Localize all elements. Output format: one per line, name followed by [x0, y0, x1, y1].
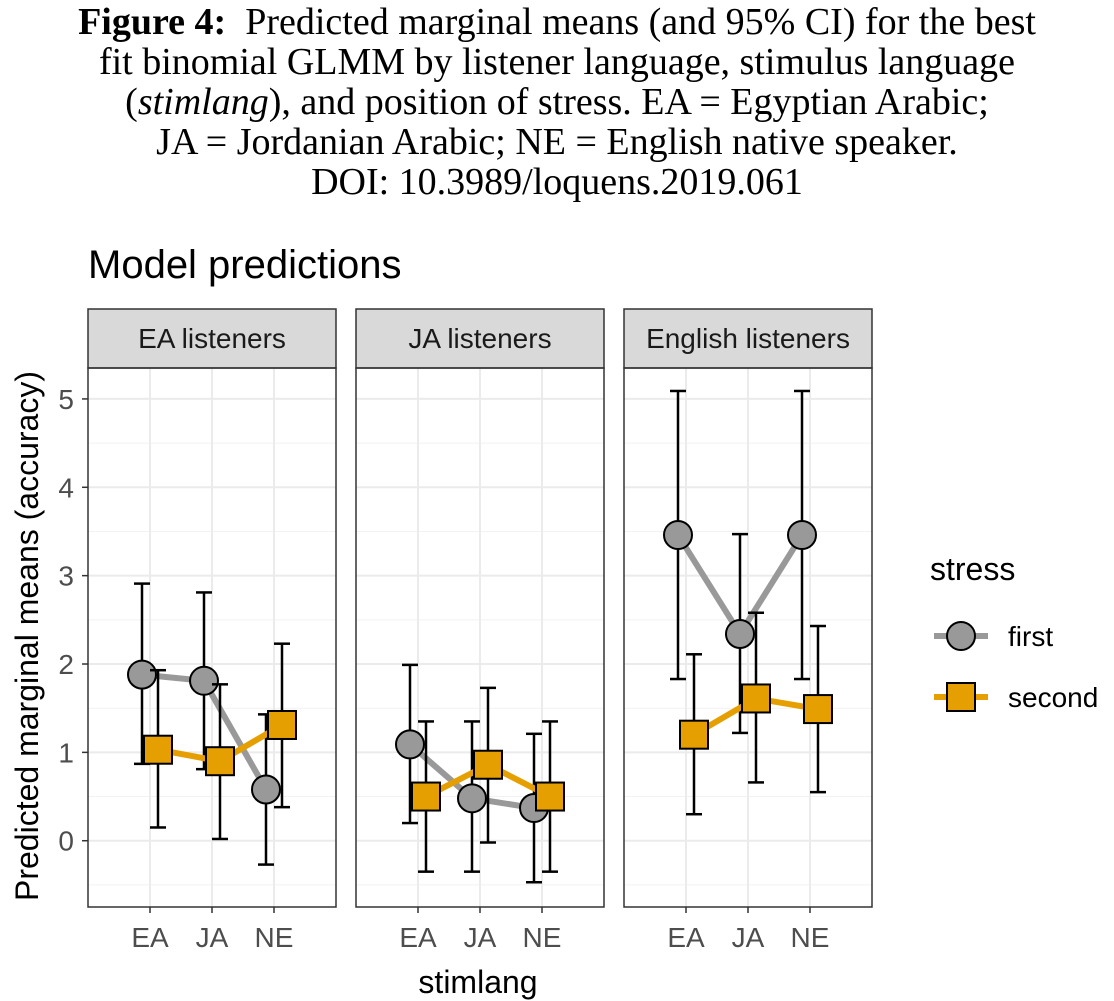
- x-tick-label: NE: [255, 922, 294, 953]
- series-second: [411, 686, 565, 873]
- legend-label-first: first: [1008, 621, 1053, 652]
- caption-line-1-text: Predicted marginal means (and 95% CI) fo…: [245, 1, 1036, 43]
- facet-strip-label: English listeners: [646, 323, 850, 354]
- y-axis-label: Predicted marginal means (accuracy): [9, 371, 45, 901]
- legend-title: stress: [930, 551, 1015, 587]
- y-tick-label: 2: [58, 649, 74, 680]
- panel-1: EA listeners EA JA NE: [87, 308, 337, 953]
- y-tick-label: 4: [58, 472, 74, 503]
- legend-item-first: first: [934, 621, 1053, 652]
- y-axis-ticks: 0 1 2 3 4 5: [58, 384, 88, 857]
- caption-line-3-pre: (: [125, 81, 138, 123]
- point-marker-second: [741, 683, 771, 714]
- caption-line-3-italic: stimlang: [137, 81, 269, 123]
- point-marker-second: [143, 734, 173, 765]
- caption-line-1: Figure 4: Predicted marginal means (and …: [0, 2, 1114, 42]
- point-marker-first: [457, 783, 487, 814]
- caption-line-2: fit binomial GLMM by listener language, …: [98, 41, 1016, 83]
- x-tick-label: EA: [667, 922, 705, 953]
- point-marker-first: [787, 520, 817, 551]
- legend-items: first second: [934, 621, 1098, 713]
- point-marker-first: [725, 618, 755, 649]
- y-tick-label: 3: [58, 561, 74, 592]
- point-marker-second: [205, 746, 235, 777]
- caption-line-3: (stimlang), and position of stress. EA =…: [0, 82, 1114, 122]
- x-tick-label: EA: [131, 922, 169, 953]
- facet-strip: [87, 308, 337, 369]
- facet-strip-label: JA listeners: [408, 323, 551, 354]
- facet-strip-label: EA listeners: [138, 323, 286, 354]
- point-marker-first: [189, 665, 219, 696]
- point-marker-second: [473, 749, 503, 780]
- x-tick-label: EA: [399, 922, 437, 953]
- series-second: [679, 611, 833, 816]
- legend-key-marker: [946, 621, 976, 651]
- x-axis-label: stimlang: [418, 964, 537, 1000]
- caption-line-3-post: ), and position of stress. EA = Egyptian…: [268, 81, 989, 123]
- legend-item-second: second: [934, 682, 1098, 713]
- x-tick-label: JA: [732, 922, 765, 953]
- point-marker-second: [267, 709, 297, 740]
- caption-figure-label: Figure 4:: [78, 1, 227, 43]
- legend-key-marker: [946, 682, 976, 712]
- series-second: [143, 642, 297, 841]
- y-tick-label: 5: [58, 384, 74, 415]
- panel-2: JA listeners EA JA NE: [355, 308, 605, 953]
- caption-line-4: JA = Jordanian Arabic; NE = English nati…: [156, 121, 958, 163]
- point-marker-first: [251, 774, 281, 805]
- chart-title: Model predictions: [88, 243, 402, 287]
- x-tick-label: JA: [464, 922, 497, 953]
- y-tick-label: 1: [58, 737, 74, 768]
- point-marker-second: [411, 781, 441, 812]
- point-marker-second: [679, 719, 709, 750]
- point-marker-first: [395, 729, 425, 760]
- x-tick-label: JA: [196, 922, 229, 953]
- series-first: [663, 389, 817, 735]
- point-marker-second: [803, 694, 833, 725]
- series-first: [127, 582, 281, 866]
- facet-strip: [623, 308, 873, 369]
- point-marker-first: [663, 520, 693, 551]
- caption-line-5: DOI: 10.3989/loquens.2019.061: [311, 161, 803, 203]
- y-tick-label: 0: [58, 826, 74, 857]
- legend: stress first second: [930, 551, 1098, 713]
- x-tick-label: NE: [791, 922, 830, 953]
- legend-label-second: second: [1008, 682, 1098, 713]
- panel-3: English listeners EA JA NE: [623, 308, 873, 953]
- figure-caption: Figure 4: Predicted marginal means (and …: [0, 2, 1114, 202]
- x-tick-label: NE: [523, 922, 562, 953]
- point-marker-second: [535, 781, 565, 812]
- point-marker-first: [127, 659, 157, 690]
